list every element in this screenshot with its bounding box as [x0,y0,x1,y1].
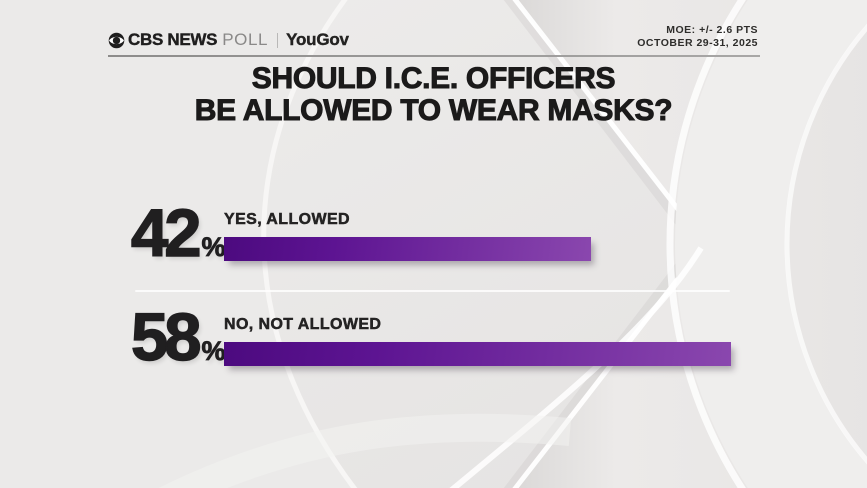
yougov-label: YouGov [286,30,349,49]
moe-line: MOE: +/- 2.6 PTS [666,24,758,36]
title-line-2: BE ALLOWED TO WEAR MASKS? [194,94,673,127]
bar-no-not-allowed [224,342,731,366]
cbs-news-label: CBS NEWS [128,30,218,49]
value-number: 58 [130,300,202,375]
date-line: OCTOBER 29-31, 2025 [637,37,758,49]
brand: CBS NEWS POLL YouGov [108,30,349,50]
moe-note: MOE: +/- 2.6 PTS OCTOBER 29-31, 2025 [637,24,758,50]
value-number: 42 [130,196,202,271]
chart-title: SHOULD I.C.E. OFFICERS BE ALLOWED TO WEA… [0,62,867,127]
bar-row-no: 58% NO, NOT ALLOWED [0,303,867,404]
value-label-yes: 42% [130,199,226,277]
title-line-1: SHOULD I.C.E. OFFICERS [251,62,616,95]
bar-row-yes: 42% YES, ALLOWED [0,199,867,300]
cbs-eye-icon [108,32,125,49]
percent-sign: % [201,336,226,367]
header-rule [108,55,760,57]
bar-yes-allowed [224,237,591,261]
category-label-no: NO, NOT ALLOWED [224,316,382,334]
category-label-yes: YES, ALLOWED [224,211,350,229]
poll-label: POLL [222,30,269,49]
percent-sign: % [201,232,226,263]
row-divider [135,290,730,292]
value-label-no: 58% [130,303,226,381]
brand-divider [277,32,279,48]
